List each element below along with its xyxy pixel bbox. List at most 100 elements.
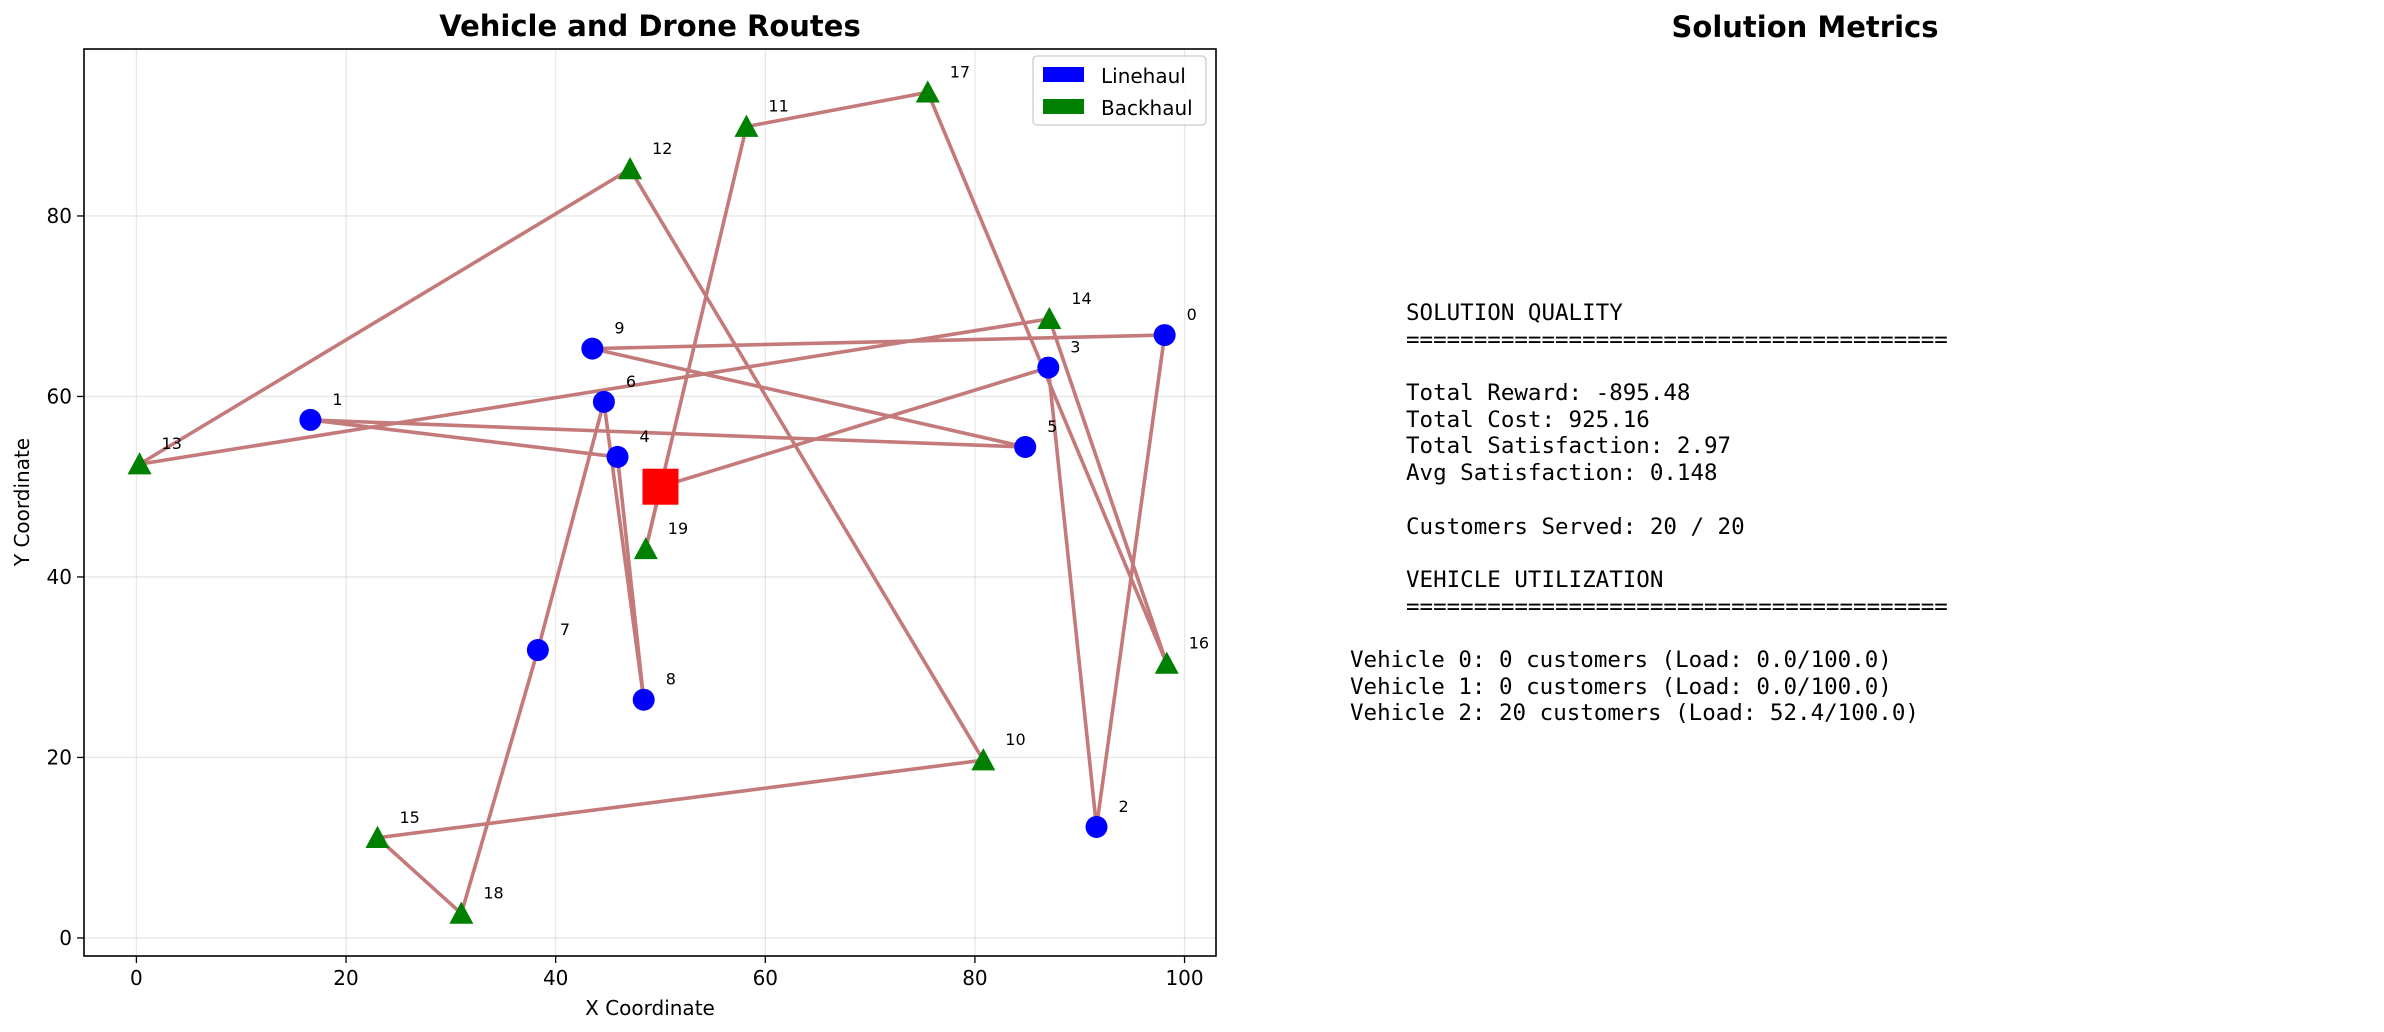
route-segment <box>658 365 1051 489</box>
chart-legend: Linehaul Backhaul <box>1032 55 1207 126</box>
route-segment <box>744 90 930 129</box>
backhaul-point <box>1154 651 1179 674</box>
metrics-title: Solution Metrics <box>1671 10 1939 44</box>
x-tick-label: 20 <box>333 966 358 990</box>
customer-id-label: 7 <box>560 620 570 639</box>
x-tick-label: 80 <box>962 966 987 990</box>
x-tick-label: 0 <box>130 966 143 990</box>
linehaul-point <box>1085 815 1108 838</box>
backhaul-point <box>365 825 390 848</box>
metrics-line: VEHICLE UTILIZATION <box>1406 566 1664 593</box>
customer-id-label: 4 <box>640 427 650 446</box>
y-tick-label: 0 <box>59 926 72 950</box>
backhaul-point <box>971 748 996 771</box>
customer-markers <box>127 80 1179 924</box>
metrics-line: Vehicle 0: 0 customers (Load: 0.0/100.0) <box>1350 646 1892 673</box>
backhaul-point <box>618 157 643 180</box>
backhaul-point <box>915 80 940 103</box>
legend-swatch-backhaul <box>1043 99 1084 114</box>
route-segment <box>1046 365 1099 829</box>
linehaul-point <box>581 337 604 360</box>
customer-id-label: 11 <box>768 97 788 116</box>
metrics-line <box>1350 353 1948 380</box>
depot-marker <box>642 468 679 505</box>
metrics-line: Total Satisfaction: 2.97 <box>1406 433 1732 460</box>
metrics-line: Total Cost: 925.16 <box>1406 406 1650 433</box>
route-segment <box>590 346 1028 449</box>
legend-label-linehaul: Linehaul <box>1101 64 1186 88</box>
metrics-line: Vehicle 1: 0 customers (Load: 0.0/100.0) <box>1350 673 1892 700</box>
route-segment <box>602 400 646 702</box>
route-lines <box>137 90 1169 916</box>
customer-id-label: 15 <box>399 808 419 827</box>
customer-id-label: 9 <box>614 319 624 338</box>
customer-id-label: 13 <box>162 434 182 453</box>
route-segment <box>137 167 632 466</box>
plot-frame <box>83 48 1217 957</box>
x-tick-label: 100 <box>1165 966 1203 990</box>
route-segment <box>628 167 986 762</box>
metrics-line: SOLUTION QUALITY <box>1406 300 1623 326</box>
customer-id-label: 0 <box>1187 305 1197 324</box>
customer-id-label: 6 <box>626 372 636 391</box>
customer-id-label: 8 <box>666 670 676 689</box>
customer-id-label: 18 <box>483 884 503 903</box>
backhaul-point <box>127 452 152 475</box>
linehaul-point <box>1153 324 1176 347</box>
backhaul-point <box>449 901 474 924</box>
route-segment <box>375 835 464 916</box>
y-tick-label: 20 <box>47 745 72 769</box>
route-segment <box>1047 317 1169 666</box>
backhaul-point <box>734 114 759 137</box>
linehaul-point <box>526 639 549 662</box>
legend-label-backhaul: Backhaul <box>1101 96 1193 120</box>
y-axis-label: Y Coordinate <box>10 438 34 567</box>
customer-id-label: 16 <box>1189 634 1209 653</box>
y-tick-label: 40 <box>47 565 72 589</box>
grid-lines <box>84 49 1216 956</box>
linehaul-point <box>606 445 629 468</box>
route-segment <box>137 317 1052 466</box>
linehaul-point <box>632 688 655 711</box>
route-segment <box>536 400 606 652</box>
y-tick-label: 60 <box>47 384 72 408</box>
metrics-line: Avg Satisfaction: 0.148 <box>1406 460 1718 487</box>
route-segment <box>308 418 620 459</box>
customer-id-label: 19 <box>668 519 688 538</box>
metrics-line <box>1350 620 1948 647</box>
customer-id-label: 1 <box>332 390 342 409</box>
x-tick-label: 40 <box>543 966 568 990</box>
route-segment <box>459 648 540 916</box>
x-tick-label: 60 <box>753 966 778 990</box>
customer-id-label: 5 <box>1047 417 1057 436</box>
linehaul-point <box>1037 356 1060 379</box>
backhaul-point <box>1037 306 1062 330</box>
backhaul-point <box>633 536 658 560</box>
route-segment <box>308 418 1028 449</box>
route-segment <box>590 333 1167 351</box>
metrics-line: Total Reward: -895.48 <box>1406 380 1691 407</box>
metrics-line: Vehicle 2: 20 customers (Load: 52.4/100.… <box>1350 700 1919 727</box>
linehaul-point <box>592 390 615 413</box>
customer-id-label: 17 <box>950 62 970 81</box>
customer-id-label: 12 <box>652 139 672 158</box>
metrics-line: Customers Served: 20 / 20 <box>1406 513 1745 540</box>
x-axis-label: X Coordinate <box>585 996 715 1020</box>
customer-id-label: 10 <box>1005 730 1025 749</box>
y-tick-label: 80 <box>47 204 72 228</box>
metrics-line: ======================================== <box>1406 326 1948 353</box>
route-segment <box>375 758 986 840</box>
chart-title: Vehicle and Drone Routes <box>439 9 860 43</box>
linehaul-point <box>1014 435 1037 458</box>
linehaul-point <box>299 408 322 431</box>
metrics-line <box>1350 487 1948 514</box>
customer-id-label: 2 <box>1119 797 1129 816</box>
legend-swatch-linehaul <box>1043 67 1084 82</box>
metrics-text-block: SOLUTION QUALITY ========================… <box>1350 300 1948 727</box>
metrics-line <box>1350 540 1948 567</box>
customer-id-label: 14 <box>1071 289 1091 308</box>
metrics-line: ======================================== <box>1406 593 1948 620</box>
